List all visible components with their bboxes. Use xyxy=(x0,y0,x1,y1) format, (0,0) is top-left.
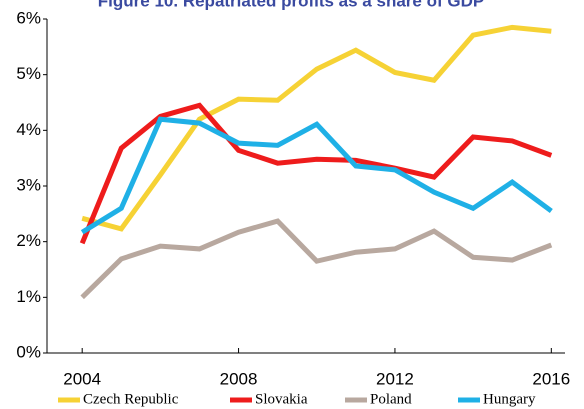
x-tick-label: 2012 xyxy=(376,369,414,388)
chart-title: Figure 10. Repatriated profits as a shar… xyxy=(98,0,484,10)
x-tick-label: 2008 xyxy=(220,369,258,388)
legend-label: Poland xyxy=(370,391,412,407)
y-tick-label: 0% xyxy=(16,342,41,361)
x-tick-label: 2016 xyxy=(532,369,570,388)
x-tick-label: 2004 xyxy=(63,369,101,388)
y-tick-label: 2% xyxy=(16,231,41,250)
y-tick-label: 3% xyxy=(16,175,41,194)
y-tick-label: 5% xyxy=(16,64,41,83)
y-tick-label: 4% xyxy=(16,120,41,139)
legend-label: Hungary xyxy=(483,391,536,407)
series-line xyxy=(80,218,553,300)
y-tick-label: 1% xyxy=(16,287,41,306)
series-line xyxy=(80,116,553,235)
series-line xyxy=(81,24,552,232)
series-line xyxy=(79,102,553,245)
legend-label: Czech Republic xyxy=(83,391,179,407)
legend-label: Slovakia xyxy=(255,391,308,407)
y-tick-label: 6% xyxy=(16,8,41,27)
